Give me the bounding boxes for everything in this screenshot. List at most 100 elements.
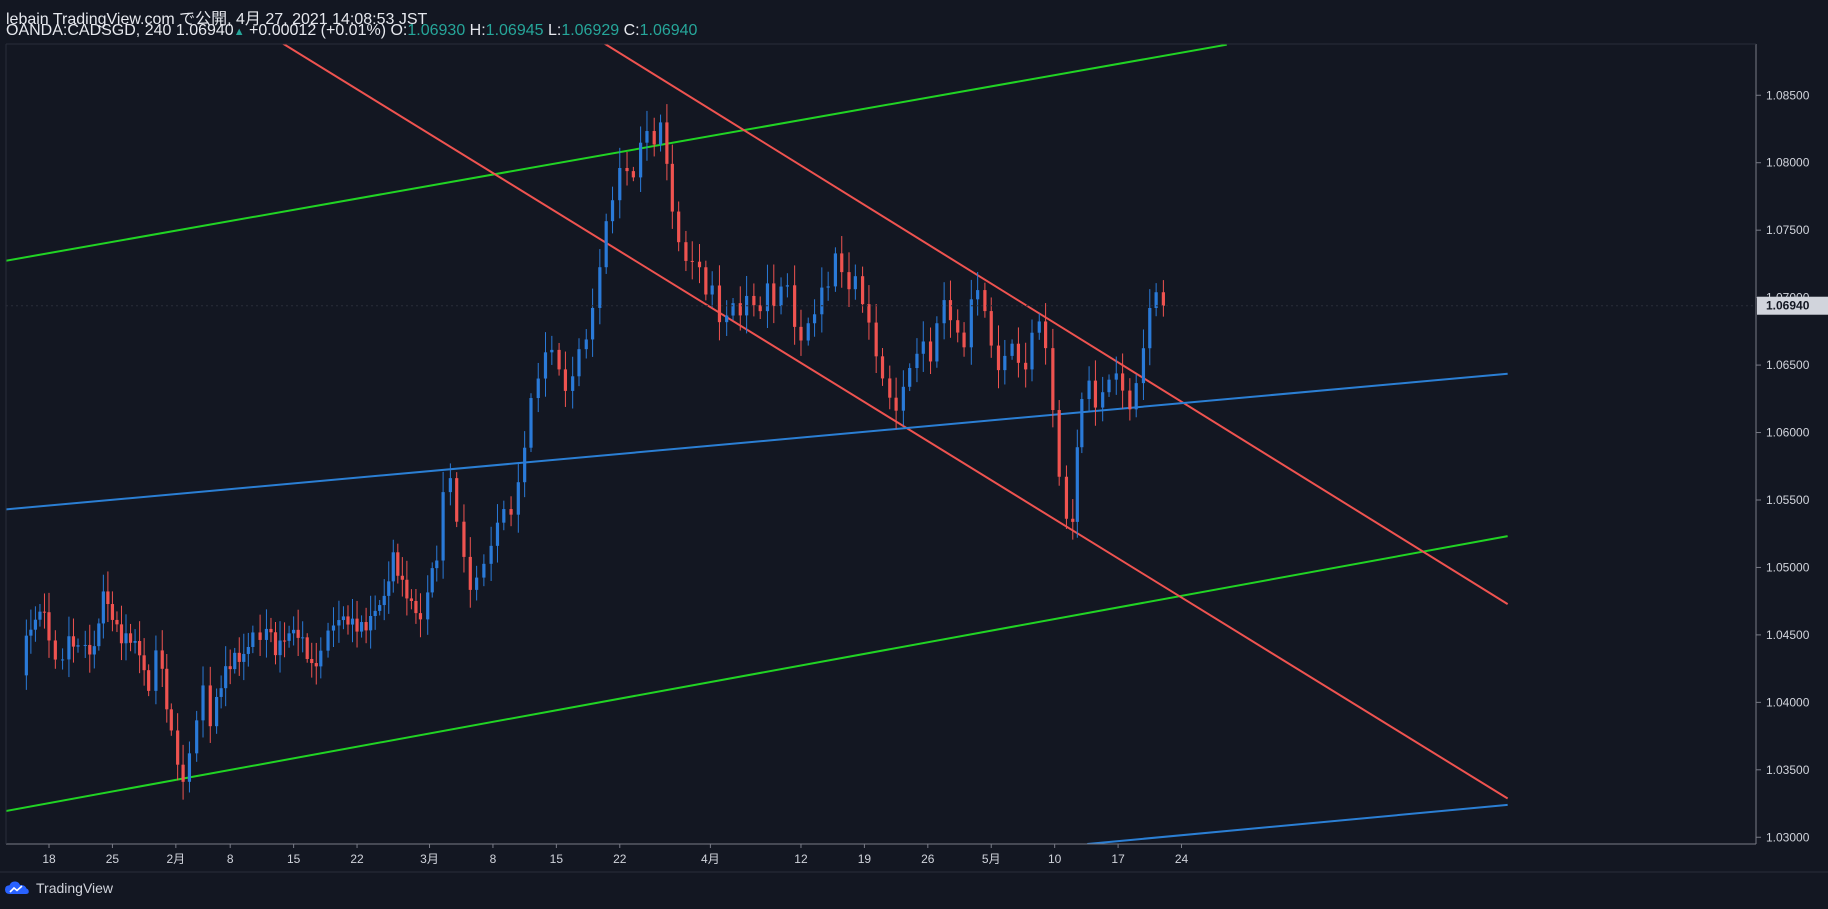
- candle-body: [806, 323, 810, 341]
- candle-body: [658, 122, 663, 145]
- candle-body: [752, 295, 756, 306]
- candle-body: [1080, 399, 1084, 448]
- candle-body: [550, 349, 554, 353]
- candle-body: [983, 290, 987, 312]
- candle-body: [1121, 373, 1125, 391]
- candle-body: [482, 563, 486, 578]
- y-tick-label: 1.04500: [1766, 628, 1810, 642]
- open-value: 1.06930: [407, 22, 466, 39]
- candle-body: [915, 353, 919, 369]
- candle-body: [670, 163, 674, 212]
- candle-body: [610, 200, 615, 222]
- x-tick-label: 17: [1111, 852, 1125, 866]
- candle-body: [301, 637, 305, 639]
- candle-body: [969, 299, 973, 348]
- y-tick-label: 1.05500: [1766, 493, 1810, 507]
- candle-body: [557, 349, 561, 370]
- candle-body: [400, 575, 404, 580]
- candle-body: [373, 610, 377, 617]
- candle-body: [468, 556, 472, 590]
- candle-body: [391, 552, 395, 582]
- candle-body: [996, 345, 1001, 371]
- candle-body: [278, 640, 282, 656]
- x-tick-label: 26: [921, 852, 935, 866]
- x-tick-label: 8: [490, 852, 497, 866]
- candle-body: [233, 652, 237, 670]
- candle-body: [462, 521, 466, 557]
- close-value: 1.06940: [639, 22, 698, 39]
- candle-body: [246, 646, 250, 654]
- candle-body: [435, 560, 439, 569]
- candle-body: [758, 305, 762, 312]
- candle-body: [187, 753, 192, 782]
- candle-body: [563, 369, 568, 391]
- candle-body: [956, 320, 960, 333]
- candle-body: [1101, 392, 1105, 408]
- axes: 1.03000 1.03500 1.04000 1.04500 1.05000 1.055…: [0, 43, 1828, 873]
- candle-body: [88, 644, 92, 655]
- candle-body: [1003, 355, 1007, 371]
- candle-body: [201, 685, 205, 721]
- cloud-logo-icon: [5, 881, 29, 894]
- candle-body: [867, 304, 871, 323]
- candle-body: [1037, 321, 1041, 333]
- green-channel-lower: [6, 535, 1508, 812]
- candle-body: [396, 552, 400, 576]
- candle-body: [47, 612, 51, 641]
- candle-body: [880, 356, 885, 379]
- candle-body: [812, 314, 817, 324]
- candle-body: [169, 709, 173, 731]
- candle-body: [847, 272, 851, 290]
- candle-body: [604, 221, 608, 268]
- candle-body: [631, 171, 635, 178]
- x-tick-label: 3月: [420, 852, 439, 866]
- candle-body: [591, 307, 595, 340]
- candle-body: [710, 285, 714, 295]
- candle-body: [448, 478, 452, 493]
- candle-body: [282, 640, 287, 642]
- green-channel-upper: [6, 44, 1227, 262]
- candle-body: [224, 666, 228, 689]
- blue-line-mid: [6, 372, 1508, 511]
- price-change: +0.00012 (+0.01%): [249, 22, 387, 39]
- candle-body: [195, 720, 199, 754]
- candle-body: [1107, 379, 1111, 393]
- candle-body: [888, 378, 892, 398]
- candle-body: [264, 628, 269, 640]
- candle-body: [38, 611, 42, 620]
- candle-body: [405, 579, 409, 599]
- candle-body: [639, 142, 643, 178]
- candle-body: [598, 267, 602, 308]
- candle-body: [326, 630, 330, 651]
- low-value: 1.06929: [561, 22, 620, 39]
- y-tick-label: 1.06500: [1766, 358, 1810, 372]
- candle-body: [310, 658, 314, 664]
- red-channel-upper: [603, 44, 1509, 605]
- candle-body: [296, 629, 300, 638]
- x-tick-label: 19: [858, 852, 872, 866]
- candle-body: [154, 650, 158, 691]
- red-channel-lower: [281, 44, 1509, 800]
- candle-body: [1044, 321, 1048, 349]
- y-tick-label: 1.08000: [1766, 156, 1810, 170]
- candle-body: [76, 645, 80, 647]
- x-tick-label: 22: [613, 852, 627, 866]
- candle-body: [242, 653, 246, 662]
- candle-body: [502, 509, 506, 523]
- high-label: H:: [469, 22, 486, 39]
- candle-body: [928, 341, 933, 362]
- candle-body: [1161, 292, 1165, 306]
- candle-body: [115, 619, 119, 625]
- trend-lines: [6, 44, 1509, 844]
- x-tick-label: 2月: [166, 852, 185, 866]
- low-label: L:: [547, 22, 562, 39]
- candle-body: [820, 287, 824, 315]
- publish-info: lebain TradingView.com で公開, 4月 27, 2021 …: [6, 11, 428, 28]
- candle-body: [331, 625, 336, 631]
- candle-body: [516, 482, 520, 515]
- candle-body: [536, 378, 540, 399]
- tradingview-logo[interactable]: TradingView: [4, 880, 113, 896]
- symbol-name[interactable]: OANDA:CADSGD, 240: [6, 22, 172, 39]
- candle-body: [426, 592, 430, 620]
